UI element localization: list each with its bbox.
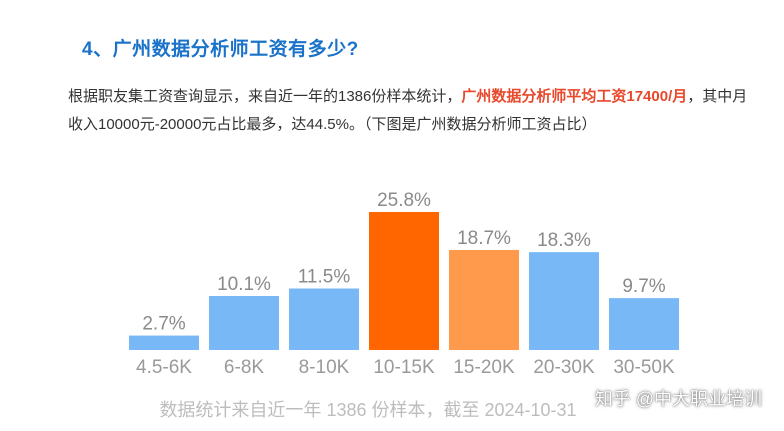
bar-6-8K — [209, 295, 279, 350]
chart-caption: 数据统计来自近一年 1386 份样本，截至 2024-10-31 — [159, 400, 576, 420]
bar-8-10K — [289, 288, 359, 350]
category-label-4.5-6K: 4.5-6K — [136, 357, 192, 378]
average-salary-highlight: 广州数据分析师平均工资17400/月 — [461, 88, 688, 105]
bar-30-50K — [609, 298, 679, 350]
bar-4.5-6K — [129, 335, 199, 350]
value-label-4.5-6K: 2.7% — [142, 314, 185, 335]
value-label-6-8K: 10.1% — [217, 274, 271, 295]
value-label-8-10K: 11.5% — [298, 266, 351, 287]
watermark: 知乎 @中大职业培训 — [594, 389, 762, 409]
bar-10-15K — [369, 212, 439, 350]
value-label-20-30K: 18.3% — [537, 230, 591, 251]
category-label-20-30K: 20-30K — [533, 357, 595, 378]
summary-text-1: 根据职友集工资查询显示，来自近一年的1386份样本统计， — [68, 88, 462, 105]
value-label-15-20K: 18.7% — [457, 228, 511, 249]
category-label-10-15K: 10-15K — [373, 357, 435, 378]
category-label-30-50K: 30-50K — [613, 357, 675, 378]
value-label-10-15K: 25.8% — [377, 190, 431, 211]
summary-text-2: ，其中月收入10000元-20000元占比最多，达44.5%。（下图是广州数据分… — [68, 88, 748, 133]
category-label-group: 4.5-6K 6-8K 8-10K 10-15K 15-20K 20-30K 30-50K — [136, 357, 675, 378]
bar-20-30K — [529, 252, 599, 350]
section-heading: 4、广州数据分析师工资有多少? — [82, 39, 359, 60]
value-label-group: 2.7% 10.1% 11.5% 25.8% 18.7% 18.3% 9.7% — [142, 190, 665, 335]
bar-15-20K — [449, 249, 519, 350]
category-label-6-8K: 6-8K — [224, 357, 264, 378]
category-label-8-10K: 8-10K — [299, 357, 350, 378]
bar-group — [129, 212, 679, 350]
category-label-15-20K: 15-20K — [453, 357, 515, 378]
summary-paragraph: 根据职友集工资查询显示，来自近一年的1386份样本统计，广州数据分析师平均工资1… — [68, 83, 758, 139]
value-label-30-50K: 9.7% — [622, 276, 665, 297]
